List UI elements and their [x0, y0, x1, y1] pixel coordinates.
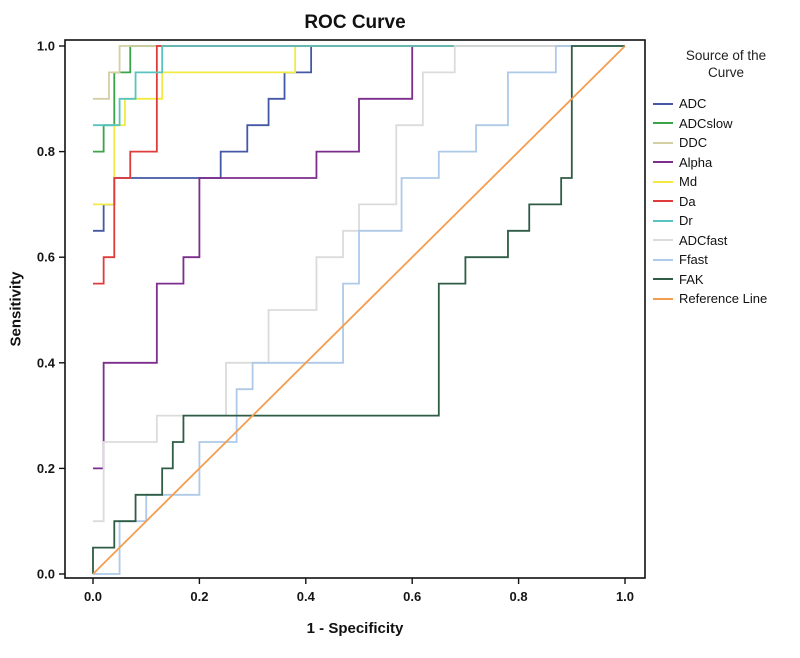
legend-label: Reference Line [679, 291, 768, 306]
legend-entry: Reference Line [653, 289, 799, 309]
legend-entry: Md [653, 172, 799, 192]
legend: Source of the Curve ADC ADCslow DDC Alpha Md… [653, 48, 799, 308]
legend-entry: Alpha [653, 152, 799, 172]
legend-swatch-icon [653, 278, 673, 280]
x-tick-label: 0.8 [510, 589, 528, 604]
legend-swatch-icon [653, 297, 673, 300]
legend-swatch-icon [653, 258, 673, 261]
legend-entry: Da [653, 191, 799, 211]
legend-entry: ADC [653, 94, 799, 114]
legend-entry: Dr [653, 211, 799, 231]
chart-title: ROC Curve [304, 12, 406, 33]
legend-title: Source of the Curve [685, 48, 767, 80]
plot-border [64, 39, 646, 579]
y-tick-label: 0.4 [37, 355, 56, 370]
legend-entries: ADC ADCslow DDC Alpha Md Da Dr ADCfast Ffast FAK R… [653, 94, 799, 309]
legend-swatch-icon [653, 122, 673, 124]
series-dr [93, 45, 625, 127]
y-axis-label: Sensitivity [7, 271, 25, 347]
y-tick-label: 0.8 [37, 144, 55, 159]
x-axis-label: 1 - Specificity [306, 620, 404, 637]
legend-label: ADCslow [679, 115, 733, 131]
series-fak [92, 45, 625, 574]
x-tick-label: 0.4 [297, 589, 316, 604]
legend-entry: FAK [653, 269, 799, 289]
legend-label: Dr [679, 213, 693, 228]
x-tick-label: 0.2 [190, 589, 208, 604]
series-adcslow [93, 45, 625, 153]
legend-entry: ADCslow [653, 113, 799, 133]
series-reference-line [92, 45, 626, 575]
legend-swatch-icon [653, 102, 673, 105]
legend-label: ADC [679, 96, 707, 111]
series-alpha [93, 45, 625, 470]
series-md [93, 45, 625, 206]
legend-entry: Ffast [653, 250, 799, 270]
y-tick-label: 0.6 [37, 250, 55, 265]
legend-label: ADCfast [679, 232, 728, 248]
legend-swatch-icon [653, 141, 673, 144]
legend-label: FAK [679, 271, 704, 287]
series-adcfast [93, 45, 625, 523]
x-tick-label: 0.0 [84, 589, 102, 604]
y-tick-label: 1.0 [37, 39, 55, 54]
legend-swatch-icon [653, 239, 673, 241]
legend-label: Da [679, 193, 696, 209]
legend-swatch-icon [653, 219, 673, 222]
x-tick-label: 1.0 [616, 589, 634, 604]
legend-swatch-icon [653, 180, 673, 183]
legend-label: Ffast [679, 252, 708, 267]
x-tick-label: 0.6 [403, 589, 421, 604]
legend-swatch-icon [653, 200, 673, 202]
y-tick-label: 0.0 [37, 567, 55, 582]
legend-swatch-icon [653, 161, 673, 163]
y-tick-label: 0.2 [37, 461, 55, 476]
legend-label: DDC [679, 135, 708, 150]
legend-entry: DDC [653, 133, 799, 153]
legend-label: Md [679, 174, 698, 189]
legend-label: Alpha [679, 154, 713, 170]
series-da [93, 45, 625, 285]
legend-entry: ADCfast [653, 230, 799, 250]
